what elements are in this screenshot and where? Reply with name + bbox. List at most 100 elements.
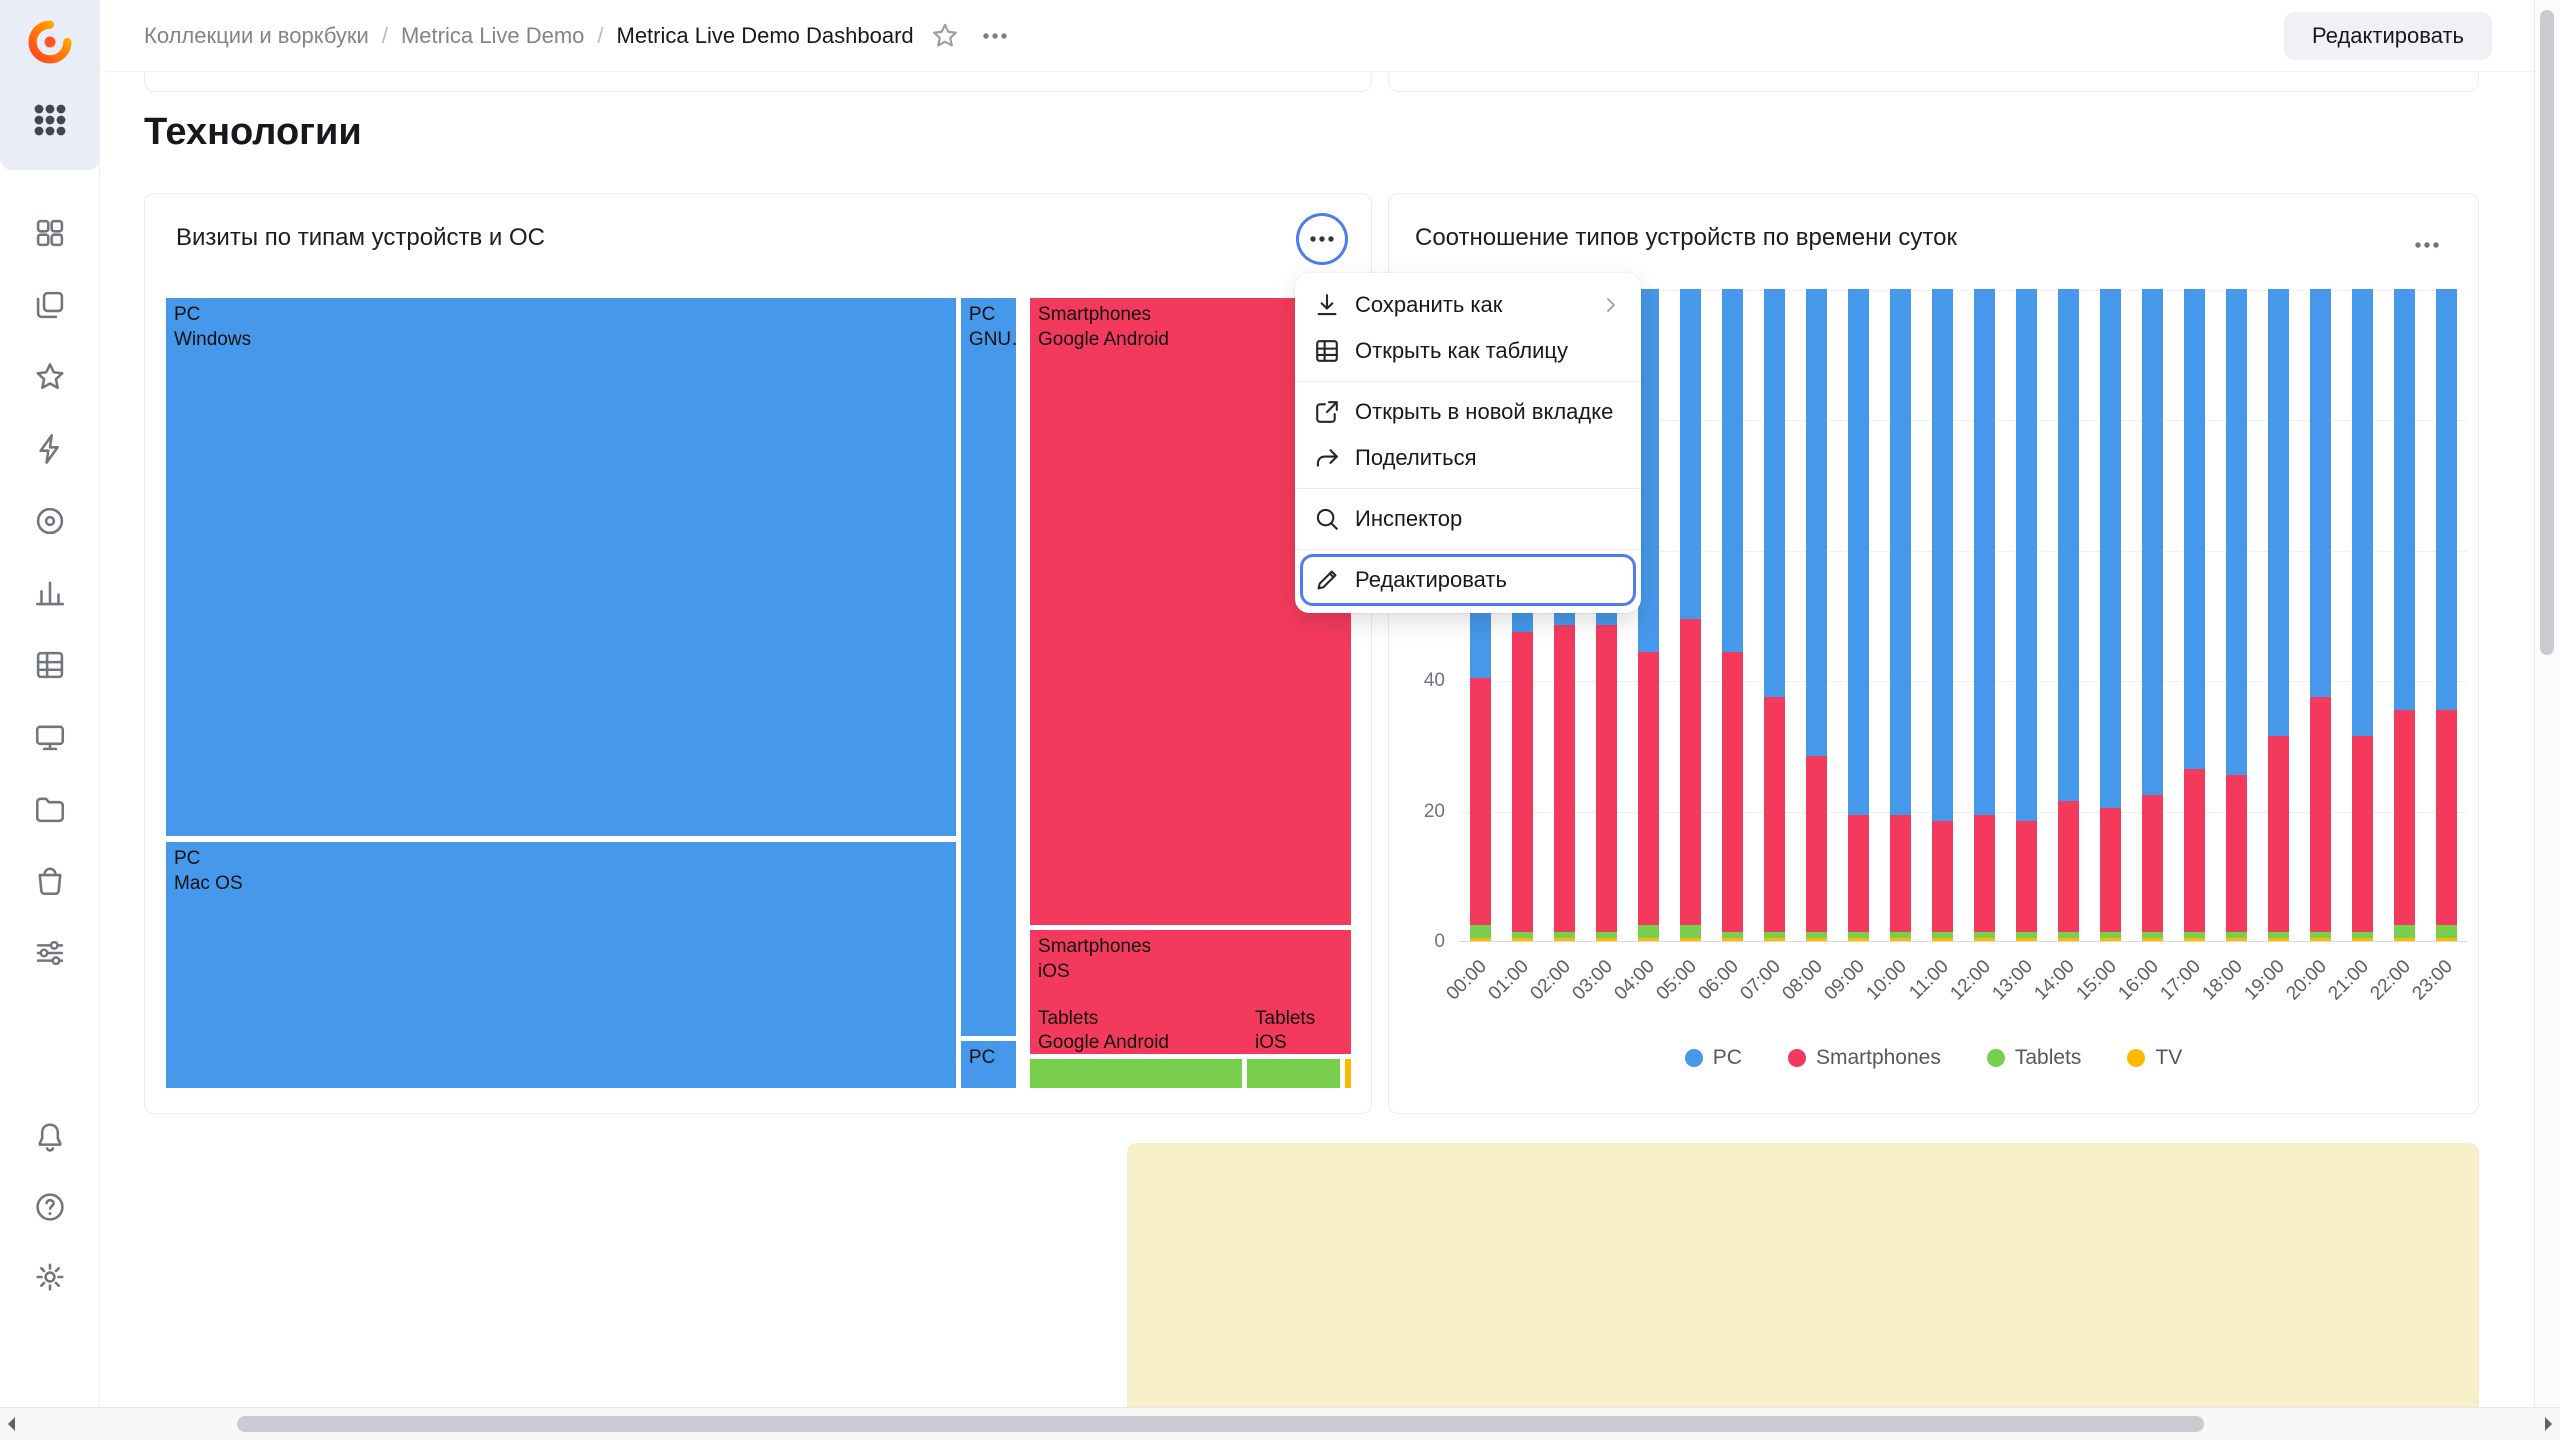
bar-18:00[interactable] [2225, 289, 2247, 941]
bar-segment-pc [1763, 289, 1785, 698]
scroll-right-arrow-icon[interactable] [2545, 1417, 2552, 1431]
sidebar-item-tiles[interactable] [28, 211, 72, 255]
bar-segment-tablets [1679, 925, 1701, 939]
help-icon [33, 1190, 67, 1224]
bar-segment-tv [1763, 938, 1785, 941]
bell-icon [33, 1120, 67, 1154]
menu-item-open-in-new-tab[interactable]: Открыть в новой вкладке [1295, 389, 1641, 435]
bar-segment-smartphones [1805, 755, 1827, 932]
bar-05:00[interactable] [1679, 289, 1701, 941]
sidebar-item-chart-bars[interactable] [28, 571, 72, 615]
vertical-scrollbar[interactable] [2534, 0, 2560, 1407]
treemap-cell-smartphones-ios[interactable]: Smartphones iOS [1029, 929, 1352, 1056]
widget-context-menu: Сохранить как Открыть как таблицу Открыть … [1295, 273, 1641, 613]
sidebar-item-monitor[interactable] [28, 715, 72, 759]
bar-segment-smartphones [2435, 710, 2457, 926]
collections-icon [33, 288, 67, 322]
bar-15:00[interactable] [2099, 289, 2121, 941]
sidebar-item-bag[interactable] [28, 859, 72, 903]
legend-item-tv[interactable]: TV [2127, 1046, 2182, 1070]
bar-06:00[interactable] [1721, 289, 1743, 941]
bar-segment-tv [1469, 938, 1491, 941]
scroll-left-arrow-icon[interactable] [8, 1417, 15, 1431]
treemap-cell-tablets-ios[interactable]: Tablets iOS [1246, 1008, 1341, 1089]
favorite-star-icon[interactable] [930, 21, 960, 51]
bar-10:00[interactable] [1889, 289, 1911, 941]
bar-04:00[interactable] [1637, 289, 1659, 941]
table-icon [33, 648, 67, 682]
treemap-cell-pc[interactable]: PC [959, 1039, 1017, 1089]
treemap-widget-menu-button[interactable] [1299, 216, 1345, 262]
breadcrumb-separator: / [597, 22, 604, 48]
gridline [1459, 681, 2467, 683]
bar-17:00[interactable] [2183, 289, 2205, 941]
menu-item-edit[interactable]: Редактировать [1303, 557, 1633, 603]
table-icon [1313, 337, 1341, 365]
bar-12:00[interactable] [1973, 289, 1995, 941]
menu-divider [1295, 381, 1641, 382]
apps-grid-button[interactable] [28, 98, 72, 142]
bar-segment-pc [1973, 289, 1995, 815]
sidebar-item-star[interactable] [28, 355, 72, 399]
bar-19:00[interactable] [2267, 289, 2289, 941]
bar-segment-tablets [2225, 931, 2247, 939]
bar-segment-tablets [2099, 931, 2121, 939]
treemap-cell-tv[interactable] [1344, 1058, 1352, 1089]
bar-13:00[interactable] [2015, 289, 2037, 941]
sidebar-item-lightning[interactable] [28, 427, 72, 471]
bar-22:00[interactable] [2393, 289, 2415, 941]
treemap-cell-pc-mac-os[interactable]: PC Mac OS [165, 841, 957, 1089]
bar-08:00[interactable] [1805, 289, 1827, 941]
bar-segment-smartphones [1595, 625, 1617, 932]
horizontal-scrollbar-thumb[interactable] [237, 1416, 2204, 1432]
bar-segment-tv [1511, 938, 1533, 941]
topbar: Коллекции и воркбуки / Metrica Live Demo / M… [100, 0, 2534, 72]
bar-14:00[interactable] [2057, 289, 2079, 941]
bar-09:00[interactable] [1847, 289, 1869, 941]
menu-item-inspector[interactable]: Инспектор [1295, 496, 1641, 542]
legend-item-smartphones[interactable]: Smartphones [1787, 1046, 1941, 1070]
edit-dashboard-button[interactable]: Редактировать [2284, 11, 2492, 60]
bar-21:00[interactable] [2351, 289, 2373, 941]
legend-item-pc[interactable]: PC [1684, 1046, 1742, 1070]
bars-widget-menu-button[interactable] [2404, 222, 2450, 268]
breadcrumb-more-button[interactable] [980, 21, 1010, 51]
breadcrumb-item[interactable]: Metrica Live Demo [400, 22, 585, 48]
bar-segment-smartphones [1973, 814, 1995, 932]
sidebar-item-bell[interactable] [28, 1115, 72, 1159]
sidebar-item-disc[interactable] [28, 499, 72, 543]
sidebar-item-sliders[interactable] [28, 931, 72, 975]
sidebar-top-panel [0, 0, 100, 170]
treemap-cell-label: Smartphones iOS [1038, 936, 1152, 982]
bar-segment-smartphones [1679, 618, 1701, 926]
bar-segment-tablets [1469, 925, 1491, 939]
bar-segment-tablets [1931, 931, 1953, 939]
sidebar-item-folder[interactable] [28, 787, 72, 831]
bar-20:00[interactable] [2309, 289, 2331, 941]
bar-23:00[interactable] [2435, 289, 2457, 941]
menu-item-save-as[interactable]: Сохранить как [1295, 282, 1641, 328]
bar-segment-smartphones [1763, 697, 1785, 932]
sidebar-item-gear[interactable] [28, 1255, 72, 1299]
bar-11:00[interactable] [1931, 289, 1953, 941]
datalens-logo[interactable] [28, 20, 72, 64]
bar-segment-pc [2183, 289, 2205, 769]
legend-item-tablets[interactable]: Tablets [1986, 1046, 2081, 1070]
sidebar-item-table[interactable] [28, 643, 72, 687]
bar-07:00[interactable] [1763, 289, 1785, 941]
sidebar-item-collections[interactable] [28, 283, 72, 327]
menu-item-open-as-table[interactable]: Открыть как таблицу [1295, 328, 1641, 374]
treemap-cell-pc-windows[interactable]: PC Windows [165, 297, 957, 837]
horizontal-scrollbar[interactable] [0, 1407, 2560, 1440]
menu-item-share[interactable]: Поделиться [1295, 435, 1641, 481]
bar-segment-pc [2351, 289, 2373, 737]
bar-segment-tv [2015, 938, 2037, 941]
bar-segment-pc [2141, 289, 2163, 795]
vertical-scrollbar-thumb[interactable] [2540, 10, 2554, 655]
sidebar-item-help[interactable] [28, 1185, 72, 1229]
breadcrumb-item[interactable]: Коллекции и воркбуки [144, 22, 369, 48]
treemap-cell-tablets-google-android[interactable]: Tablets Google Android [1029, 1008, 1244, 1089]
bar-16:00[interactable] [2141, 289, 2163, 941]
